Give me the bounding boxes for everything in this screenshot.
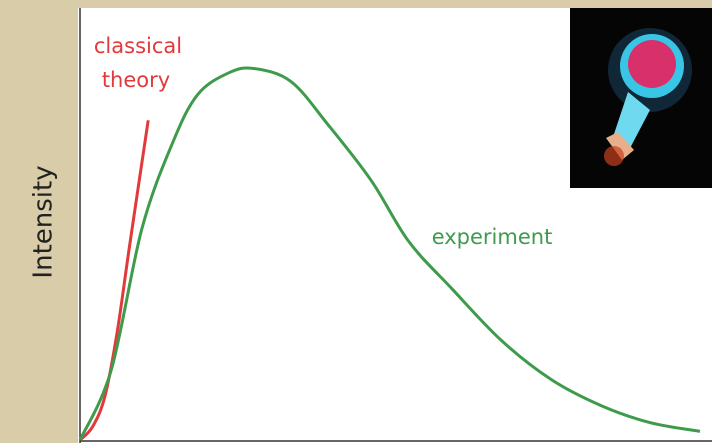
chart: Intensity classical theory experiment: [0, 0, 712, 443]
page: Intensity classical theory experiment ((…: [0, 0, 712, 443]
annotation: theory: [102, 68, 170, 92]
annotation: classical: [94, 34, 182, 58]
annotation: experiment: [432, 225, 553, 249]
lightbulb-image: [570, 8, 712, 188]
y-axis-label: Intensity: [29, 165, 59, 278]
